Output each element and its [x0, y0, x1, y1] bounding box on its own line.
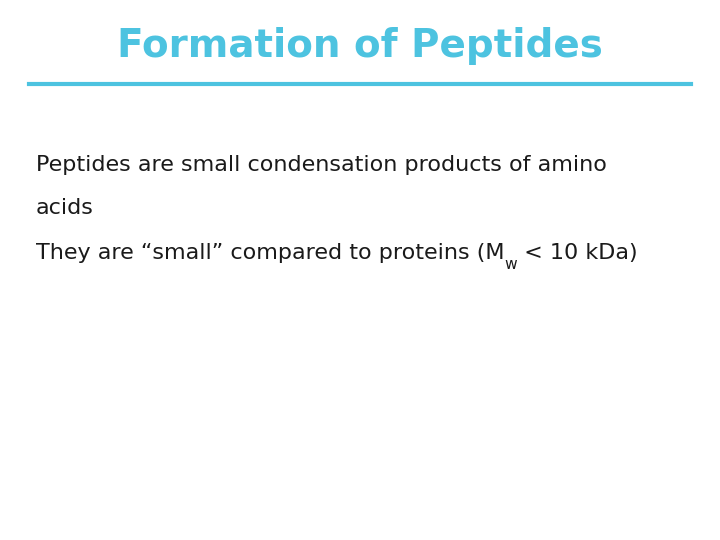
Text: acids: acids [36, 198, 94, 218]
Text: Formation of Peptides: Formation of Peptides [117, 27, 603, 65]
Text: < 10 kDa): < 10 kDa) [517, 243, 638, 263]
Text: They are “small” compared to proteins (M: They are “small” compared to proteins (M [36, 243, 505, 263]
Text: w: w [505, 257, 517, 272]
Text: Peptides are small condensation products of amino: Peptides are small condensation products… [36, 154, 607, 175]
